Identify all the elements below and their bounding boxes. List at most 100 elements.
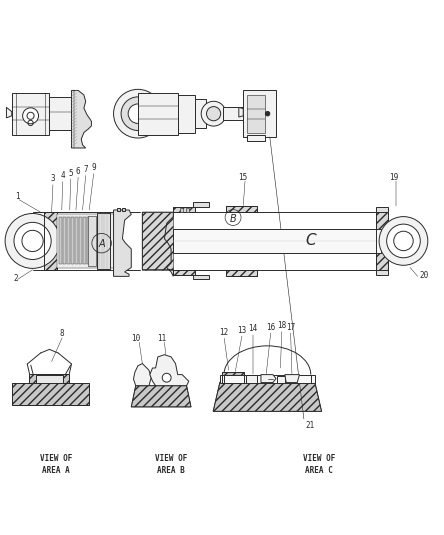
Bar: [12, 93, 49, 135]
Text: 20: 20: [419, 271, 428, 280]
Polygon shape: [114, 210, 131, 277]
Polygon shape: [12, 384, 89, 404]
Bar: [117, 208, 120, 211]
Circle shape: [14, 223, 51, 259]
Text: B: B: [230, 214, 237, 224]
Text: 12: 12: [220, 328, 229, 337]
Polygon shape: [247, 135, 266, 141]
Bar: [247, 95, 266, 133]
Circle shape: [206, 106, 221, 121]
Text: 8: 8: [60, 329, 64, 338]
Circle shape: [201, 101, 226, 126]
Polygon shape: [193, 202, 209, 207]
Polygon shape: [220, 381, 315, 383]
Polygon shape: [226, 270, 258, 277]
Bar: [75, 218, 78, 264]
Bar: [194, 100, 206, 128]
Text: 7: 7: [83, 165, 88, 174]
Text: 16: 16: [266, 323, 275, 332]
Circle shape: [23, 108, 39, 124]
Circle shape: [22, 231, 43, 251]
Text: 17: 17: [286, 323, 295, 332]
Circle shape: [394, 231, 413, 251]
Circle shape: [387, 224, 420, 258]
Bar: [220, 374, 315, 383]
Bar: [44, 212, 57, 270]
Text: 14: 14: [248, 324, 258, 333]
Circle shape: [5, 213, 60, 269]
Bar: [57, 215, 114, 268]
Bar: [223, 108, 243, 120]
Bar: [49, 97, 71, 131]
Text: VIEW OF
AREA C: VIEW OF AREA C: [303, 454, 336, 475]
Bar: [88, 216, 96, 266]
Text: VIEW OF
AREA A: VIEW OF AREA A: [40, 454, 72, 475]
Circle shape: [114, 89, 162, 138]
Text: 13: 13: [237, 326, 246, 335]
Bar: [122, 208, 125, 211]
Circle shape: [27, 112, 34, 119]
Bar: [97, 213, 111, 269]
Text: 15: 15: [238, 173, 248, 182]
Bar: [71, 218, 74, 264]
Polygon shape: [376, 207, 388, 212]
Text: 10: 10: [131, 334, 140, 343]
Circle shape: [266, 111, 270, 116]
Polygon shape: [285, 374, 299, 383]
Text: 3: 3: [51, 174, 55, 184]
Polygon shape: [131, 386, 191, 407]
Bar: [178, 95, 194, 133]
Bar: [173, 270, 195, 275]
Bar: [173, 228, 381, 254]
Bar: [63, 218, 66, 264]
Bar: [173, 207, 195, 212]
Bar: [36, 376, 63, 384]
Text: 18: 18: [277, 322, 286, 330]
Polygon shape: [7, 108, 12, 118]
Text: C: C: [305, 233, 316, 248]
Bar: [59, 218, 62, 264]
Bar: [87, 218, 90, 264]
Text: A: A: [98, 240, 105, 249]
Polygon shape: [239, 108, 243, 117]
Polygon shape: [246, 374, 258, 383]
Polygon shape: [213, 383, 321, 411]
Circle shape: [379, 217, 428, 265]
Bar: [67, 218, 70, 264]
Text: 2: 2: [13, 274, 18, 283]
Bar: [278, 376, 285, 383]
Polygon shape: [44, 212, 57, 270]
Circle shape: [162, 373, 171, 382]
Polygon shape: [134, 364, 151, 386]
Text: VIEW OF
AREA B: VIEW OF AREA B: [155, 454, 187, 475]
Bar: [138, 93, 178, 135]
Text: 4: 4: [60, 171, 65, 180]
Polygon shape: [29, 374, 69, 384]
Polygon shape: [150, 355, 189, 386]
Text: 9: 9: [91, 163, 96, 172]
Circle shape: [121, 97, 155, 131]
Bar: [29, 374, 69, 384]
Text: 6: 6: [76, 167, 80, 176]
Bar: [376, 212, 388, 270]
Polygon shape: [143, 212, 173, 270]
Bar: [79, 218, 82, 264]
Polygon shape: [376, 212, 388, 270]
Bar: [83, 218, 86, 264]
Polygon shape: [261, 374, 276, 383]
Bar: [12, 384, 89, 404]
Text: 21: 21: [305, 421, 314, 430]
Bar: [180, 208, 183, 212]
Polygon shape: [173, 270, 195, 275]
Bar: [186, 208, 189, 212]
Circle shape: [128, 104, 148, 124]
Polygon shape: [193, 275, 209, 279]
Polygon shape: [71, 90, 91, 148]
Text: 11: 11: [158, 334, 167, 343]
Polygon shape: [173, 207, 195, 212]
Polygon shape: [226, 205, 258, 212]
Text: 19: 19: [389, 173, 398, 182]
Polygon shape: [376, 270, 388, 275]
Text: 5: 5: [68, 169, 73, 178]
Bar: [243, 90, 277, 137]
